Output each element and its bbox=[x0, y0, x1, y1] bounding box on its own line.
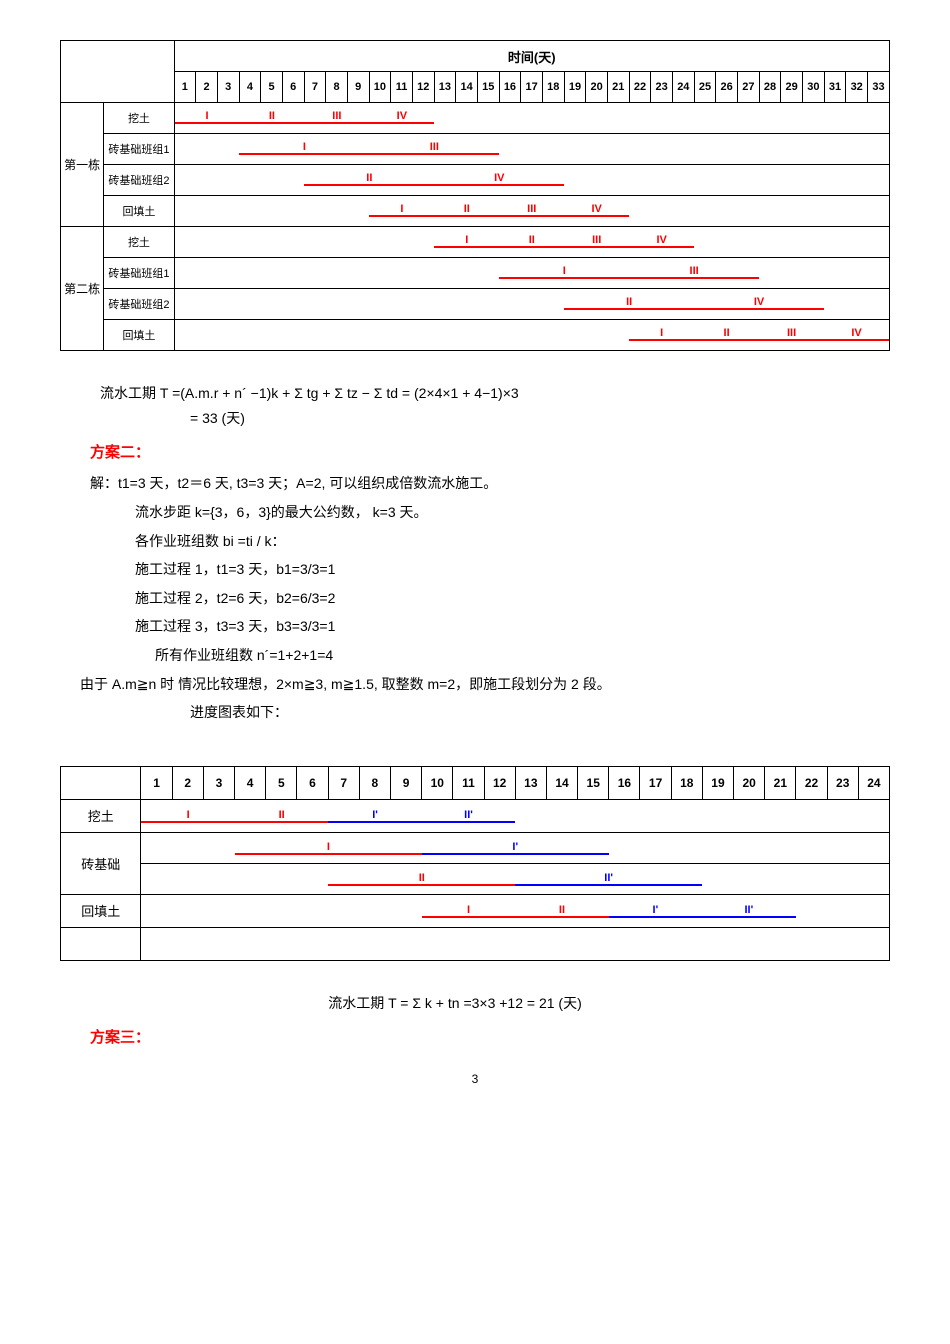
gantt-chart-1: 时间(天)12345678910111213141516171819202122… bbox=[60, 40, 890, 351]
gantt1-table: 时间(天)12345678910111213141516171819202122… bbox=[60, 40, 890, 351]
formula1-line1: 流水工期 T =(A.m.r + n´ −1)k + Σ tg + Σ tz −… bbox=[100, 381, 850, 406]
formula-1: 流水工期 T =(A.m.r + n´ −1)k + Σ tg + Σ tz −… bbox=[100, 381, 850, 431]
solution-line-7: 所有作业班组数 n´=1+2+1=4 bbox=[155, 642, 860, 669]
formula-2: 流水工期 T = Σ k + tn =3×3 +12 = 21 (天) bbox=[60, 991, 850, 1016]
heading-scheme-2: 方案二： bbox=[90, 441, 860, 462]
page-number: 3 bbox=[60, 1072, 890, 1086]
solution-line-5: 施工过程 2，t2=6 天，b2=6/3=2 bbox=[135, 585, 860, 612]
heading-scheme-3: 方案三： bbox=[90, 1026, 860, 1047]
solution-line-9: 进度图表如下： bbox=[190, 699, 860, 726]
gantt-chart-2: 123456789101112131415161718192021222324挖… bbox=[60, 766, 890, 961]
formula1-line2: = 33 (天) bbox=[190, 406, 850, 431]
solution-line-6: 施工过程 3，t3=3 天，b3=3/3=1 bbox=[135, 613, 860, 640]
solution-line-8: 由于 A.m≧n 时 情况比较理想，2×m≧3, m≧1.5, 取整数 m=2，… bbox=[80, 671, 860, 698]
solution-line-1: 解：t1=3 天，t2＝6 天, t3=3 天；A=2, 可以组织成倍数流水施工… bbox=[90, 470, 860, 497]
solution-line-2: 流水步距 k={3，6，3}的最大公约数， k=3 天。 bbox=[135, 499, 860, 526]
gantt2-table: 123456789101112131415161718192021222324挖… bbox=[60, 766, 890, 961]
solution-line-3: 各作业班组数 bi =ti / k： bbox=[135, 528, 860, 555]
solution-line-4: 施工过程 1，t1=3 天，b1=3/3=1 bbox=[135, 556, 860, 583]
